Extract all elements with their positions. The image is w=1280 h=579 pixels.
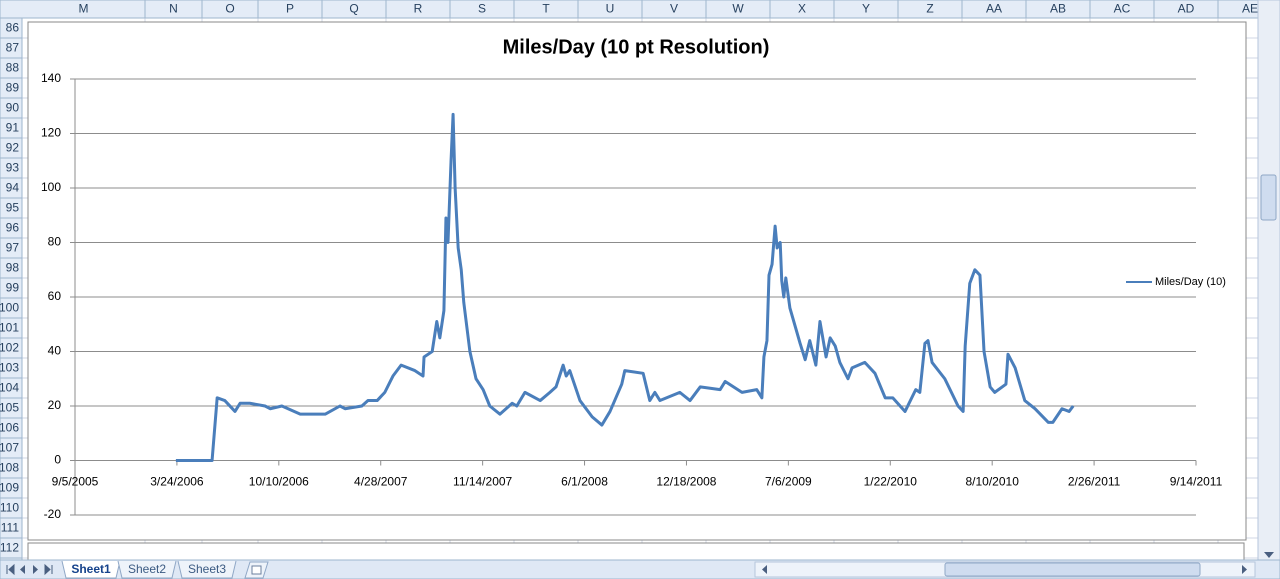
column-header[interactable]: V xyxy=(670,2,678,16)
row-header[interactable]: 106 xyxy=(0,421,19,435)
first-sheet-button[interactable] xyxy=(6,563,15,576)
row-header[interactable]: 99 xyxy=(6,281,20,295)
sheet-tab[interactable] xyxy=(61,560,121,579)
row-header[interactable]: 87 xyxy=(6,41,20,55)
row-header[interactable]: 93 xyxy=(6,161,20,175)
scroll-left-arrow[interactable] xyxy=(762,565,767,574)
plot-area: -20 0 20 40 60 80 100 120 140 9/5/2005 3/24/2006 10… xyxy=(41,71,1226,521)
row-header[interactable]: 108 xyxy=(0,461,19,475)
column-header[interactable]: AA xyxy=(986,2,1002,16)
column-headers: M N O P Q R S T U V W X Y Z AA AB AC AD AE xyxy=(79,0,1258,18)
x-tick-label: 11/14/2007 xyxy=(453,475,512,489)
row-header[interactable]: 102 xyxy=(0,341,19,355)
y-tick-label: 60 xyxy=(48,289,62,303)
row-header[interactable]: 94 xyxy=(6,181,20,195)
sheet-tab-label[interactable]: Sheet2 xyxy=(128,562,166,576)
row-header[interactable]: 88 xyxy=(6,61,20,75)
column-header[interactable]: N xyxy=(169,2,178,16)
column-header[interactable]: AB xyxy=(1050,2,1066,16)
x-tick-label: 4/28/2007 xyxy=(354,475,408,489)
row-header[interactable]: 110 xyxy=(0,501,19,515)
row-header[interactable]: 96 xyxy=(6,221,20,235)
sheet-tab[interactable] xyxy=(117,560,177,579)
column-header[interactable]: AC xyxy=(1114,2,1131,16)
x-tick-label: 3/24/2006 xyxy=(150,475,204,489)
next-sheet-button[interactable] xyxy=(33,565,38,574)
row-header[interactable]: 86 xyxy=(6,21,20,35)
chart-title: Miles/Day (10 pt Resolution) xyxy=(503,36,770,58)
x-tick-label: 8/10/2010 xyxy=(965,475,1019,489)
sheet-tab[interactable] xyxy=(177,560,237,579)
row-header[interactable]: 90 xyxy=(6,101,20,115)
row-header[interactable]: 107 xyxy=(0,441,19,455)
column-header[interactable]: Q xyxy=(349,2,358,16)
data-line xyxy=(175,112,1075,462)
row-header[interactable]: 89 xyxy=(6,81,20,95)
y-tick-label: -20 xyxy=(44,507,62,521)
previous-sheet-button[interactable] xyxy=(20,565,25,574)
column-header[interactable]: O xyxy=(225,2,234,16)
row-header[interactable]: 101 xyxy=(0,321,19,335)
column-header[interactable]: AD xyxy=(1178,2,1195,16)
sheet-tabs: Sheet1 Sheet2 Sheet3 xyxy=(61,560,237,579)
column-header[interactable]: Z xyxy=(926,2,933,16)
row-header[interactable]: 98 xyxy=(6,261,20,275)
column-header[interactable]: Y xyxy=(862,2,870,16)
y-tick-label: 140 xyxy=(41,71,61,85)
row-header[interactable]: 109 xyxy=(0,481,19,495)
row-header[interactable]: 105 xyxy=(0,401,19,415)
row-headers: 86 87 88 89 90 91 92 93 94 95 96 97 98 99 100 101 102 103… xyxy=(0,21,22,559)
column-header[interactable]: P xyxy=(286,2,294,16)
column-header[interactable]: M xyxy=(79,2,89,16)
x-tick-label: 1/22/2010 xyxy=(864,475,918,489)
column-header[interactable]: X xyxy=(798,2,806,16)
x-tick-label: 2/26/2011 xyxy=(1068,475,1121,489)
column-header[interactable]: T xyxy=(542,2,550,16)
row-header[interactable]: 100 xyxy=(0,301,19,315)
scroll-right-arrow[interactable] xyxy=(1242,565,1247,574)
scroll-down-arrow[interactable] xyxy=(1264,552,1274,558)
column-header[interactable]: AE xyxy=(1242,2,1258,16)
row-header[interactable]: 91 xyxy=(6,121,20,135)
row-header[interactable]: 95 xyxy=(6,201,20,215)
vertical-scrollbar[interactable] xyxy=(1257,0,1280,561)
y-tick-label: 0 xyxy=(54,453,61,467)
x-tick-label: 12/18/2008 xyxy=(656,475,716,489)
sheet-tab-label[interactable]: Sheet3 xyxy=(188,562,226,576)
row-header[interactable]: 97 xyxy=(6,241,20,255)
legend-label: Miles/Day (10) xyxy=(1155,276,1226,288)
row-header[interactable]: 111 xyxy=(1,521,20,535)
x-tick-label: 10/10/2006 xyxy=(249,475,309,489)
last-sheet-button[interactable] xyxy=(44,563,53,576)
x-tick-label: 6/1/2008 xyxy=(561,475,608,489)
column-header[interactable]: U xyxy=(606,2,615,16)
sheet-tab-label[interactable]: Sheet1 xyxy=(71,562,111,576)
x-tick-label: 9/5/2005 xyxy=(52,475,99,489)
y-tick-label: 100 xyxy=(41,180,61,194)
x-tick-label: 7/6/2009 xyxy=(765,475,812,489)
row-header[interactable]: 92 xyxy=(6,141,20,155)
column-header[interactable]: W xyxy=(732,2,744,16)
y-tick-label: 20 xyxy=(48,398,62,412)
column-header-bar xyxy=(0,0,1280,19)
x-tick-label: 9/14/2011 xyxy=(1170,475,1223,489)
insert-sheet-icon[interactable] xyxy=(251,565,262,575)
y-tick-label: 120 xyxy=(41,126,61,140)
column-header[interactable]: R xyxy=(414,2,423,16)
y-tick-label: 80 xyxy=(48,235,62,249)
vertical-scroll-thumb[interactable] xyxy=(1260,174,1277,221)
tab-navigation xyxy=(6,563,53,576)
column-header[interactable]: S xyxy=(478,2,486,16)
y-tick-label: 40 xyxy=(48,344,62,358)
row-header[interactable]: 112 xyxy=(0,541,19,555)
row-header[interactable]: 104 xyxy=(0,381,19,395)
chart-frame[interactable] xyxy=(27,21,1247,541)
horizontal-scroll-thumb[interactable] xyxy=(944,562,1201,577)
row-header[interactable]: 103 xyxy=(0,361,19,375)
